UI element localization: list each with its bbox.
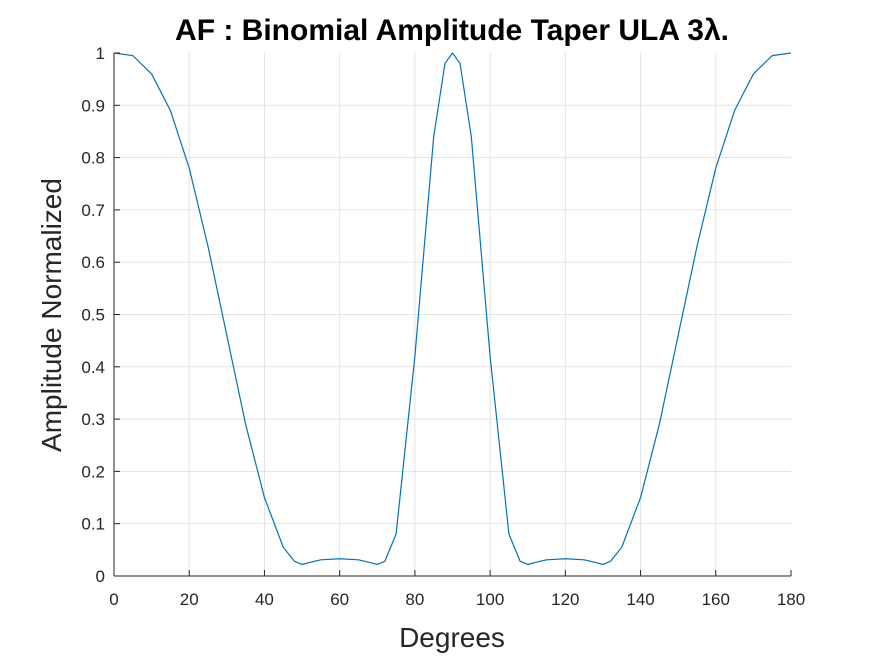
- y-axis-title: Amplitude Normalized: [36, 178, 67, 452]
- y-tick-label: 0.1: [81, 515, 105, 534]
- grid: [114, 53, 791, 576]
- y-tick-label: 0.3: [81, 410, 105, 429]
- x-tick-label: 140: [626, 590, 654, 609]
- tick-labels: 0 20 40 60 80 100 120 140 160 180 0 0.1 0.2 0.3 0.4 0.5…: [81, 44, 805, 609]
- x-tick-label: 0: [109, 590, 118, 609]
- x-axis-title: Degrees: [399, 622, 505, 653]
- x-tick-label: 60: [330, 590, 349, 609]
- y-tick-label: 0.5: [81, 306, 105, 325]
- x-tick-label: 40: [255, 590, 274, 609]
- y-tick-label: 0.2: [81, 462, 105, 481]
- y-tick-label: 0.7: [81, 201, 105, 220]
- series-layer: [113, 52, 792, 566]
- x-tick-label: 20: [180, 590, 199, 609]
- chart-title: AF : Binomial Amplitude Taper ULA 3λ.: [175, 14, 729, 47]
- x-tick-label: 80: [405, 590, 424, 609]
- axes: [113, 52, 792, 577]
- y-tick-label: 0.4: [81, 358, 105, 377]
- series-line: [113, 52, 792, 566]
- x-tick-label: 100: [476, 590, 504, 609]
- x-tick-label: 120: [551, 590, 579, 609]
- y-tick-label: 1: [96, 44, 105, 63]
- x-tick-label: 180: [777, 590, 805, 609]
- y-tick-label: 0.9: [81, 96, 105, 115]
- y-tick-label: 0: [96, 567, 105, 586]
- y-tick-label: 0.6: [81, 253, 105, 272]
- x-tick-label: 160: [702, 590, 730, 609]
- y-tick-label: 0.8: [81, 149, 105, 168]
